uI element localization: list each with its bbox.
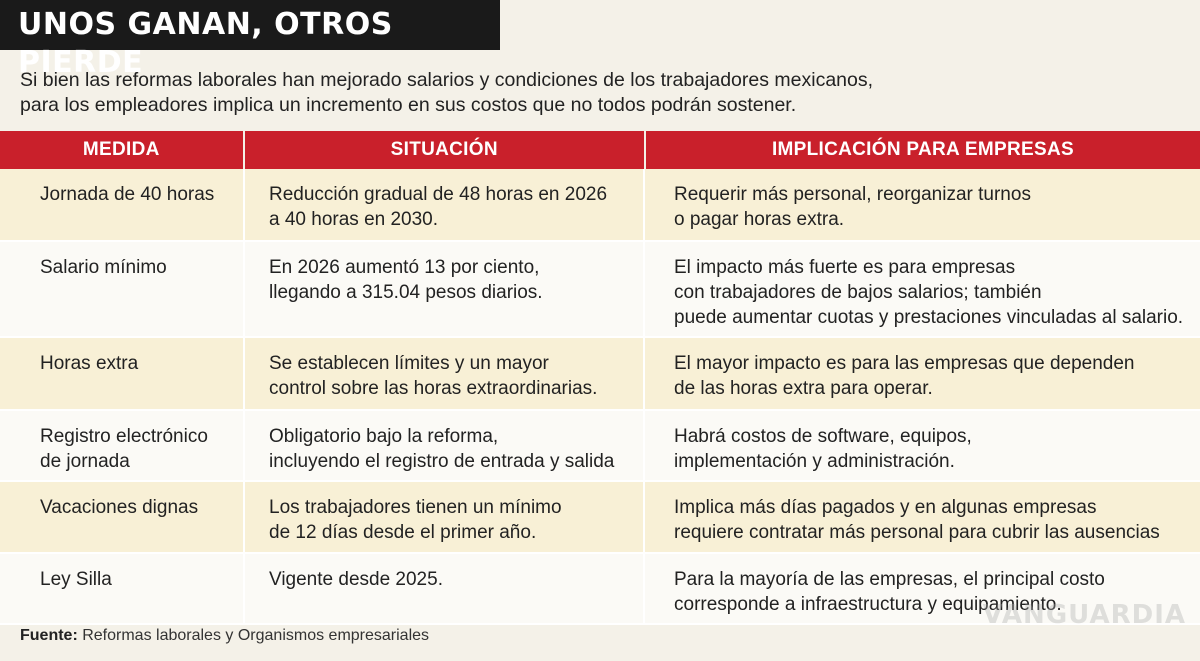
source-text: Reformas laborales y Organismos empresar… xyxy=(77,627,430,644)
cell-line: Se establecen límites y un mayor xyxy=(269,353,549,374)
cell-line: En 2026 aumentó 13 por ciento, xyxy=(269,257,540,278)
cell-line: de jornada xyxy=(40,451,130,472)
title-bar: UNOS GANAN, OTROS PIERDE xyxy=(0,0,500,80)
cell-line: Registro electrónico xyxy=(40,426,208,447)
cell-line: Los trabajadores tienen un mínimo xyxy=(269,497,562,518)
watermark-logo: VANGUARDIA xyxy=(982,600,1186,630)
cell-line: de las horas extra para operar. xyxy=(674,378,933,399)
page-title: UNOS GANAN, OTROS PIERDE xyxy=(18,7,393,80)
cell-line: El mayor impacto es para las empresas qu… xyxy=(674,353,1135,374)
table-row: Horas extra Se establecen límites y un ma… xyxy=(0,338,1200,411)
intro-line: Si bien las reformas laborales han mejor… xyxy=(20,69,874,91)
cell-line: con trabajadores de bajos salarios; tamb… xyxy=(674,282,1042,303)
cell-situacion: Se establecen límites y un mayor control … xyxy=(243,338,643,409)
cell-line: a 40 horas en 2030. xyxy=(269,209,439,230)
cell-line: llegando a 315.04 pesos diarios. xyxy=(269,282,543,303)
table-row: Registro electrónico de jornada Obligatori… xyxy=(0,411,1200,482)
cell-line: Obligatorio bajo la reforma, xyxy=(269,426,499,447)
cell-implicacion: El mayor impacto es para las empresas qu… xyxy=(643,338,1200,409)
header-medida: MEDIDA xyxy=(82,139,160,160)
cell-line: Implica más días pagados y en algunas em… xyxy=(674,497,1097,518)
cell-line: Horas extra xyxy=(40,353,139,374)
cell-situacion: Los trabajadores tienen un mínimo de 12 d… xyxy=(243,482,643,552)
cell-line: control sobre las horas extraordinarias. xyxy=(269,378,598,399)
cell-situacion: Obligatorio bajo la reforma, incluyendo e… xyxy=(243,411,643,480)
source-label: Fuente: xyxy=(20,627,78,644)
cell-line: puede aumentar cuotas y prestaciones vin… xyxy=(674,307,1184,328)
cell-line: Para la mayoría de las empresas, el prin… xyxy=(674,569,1105,590)
intro-line: para los empleadores implica un incremen… xyxy=(20,94,797,116)
cell-medida: Vacaciones dignas xyxy=(0,482,243,552)
cell-implicacion: Implica más días pagados y en algunas em… xyxy=(643,482,1200,552)
cell-line: Habrá costos de software, equipos, xyxy=(674,426,972,447)
cell-line: Jornada de 40 horas xyxy=(40,184,215,205)
cell-line: implementación y administración. xyxy=(674,451,955,472)
cell-line: de 12 días desde el primer año. xyxy=(269,522,537,543)
cell-line: incluyendo el registro de entrada y sali… xyxy=(269,451,615,472)
intro-paragraph: Si bien las reformas laborales han mejor… xyxy=(20,68,1180,118)
table-row: Salario mínimo En 2026 aumentó 13 por cie… xyxy=(0,242,1200,338)
cell-implicacion: El impacto más fuerte es para empresas co… xyxy=(643,242,1200,336)
cell-medida: Jornada de 40 horas xyxy=(0,169,243,240)
header-implicacion: IMPLICACIÓN PARA EMPRESAS xyxy=(643,131,1200,169)
cell-implicacion: Para la mayoría de las empresas, el prin… xyxy=(643,554,1200,623)
cell-implicacion: Requerir más personal, reorganizar turno… xyxy=(643,169,1200,240)
cell-situacion: Reducción gradual de 48 horas en 2026 a 4… xyxy=(243,169,643,240)
source-note: Fuente: Reformas laborales y Organismos … xyxy=(20,627,429,645)
header-situacion: SITUACIÓN xyxy=(242,131,644,169)
cell-medida: Salario mínimo xyxy=(0,242,243,336)
table-body: Jornada de 40 horas Reducción gradual de … xyxy=(0,169,1200,625)
cell-line: Salario mínimo xyxy=(40,257,167,278)
cell-medida: Registro electrónico de jornada xyxy=(0,411,243,480)
table-row: Jornada de 40 horas Reducción gradual de … xyxy=(0,169,1200,242)
measures-table: MEDIDA SITUACIÓN IMPLICACIÓN PARA EMPRES… xyxy=(0,131,1200,625)
cell-line: Reducción gradual de 48 horas en 2026 xyxy=(269,184,608,205)
cell-situacion: En 2026 aumentó 13 por ciento, llegando a… xyxy=(243,242,643,336)
table-header: MEDIDA SITUACIÓN IMPLICACIÓN PARA EMPRES… xyxy=(0,131,1200,169)
cell-situacion: Vigente desde 2025. xyxy=(243,554,643,623)
cell-line: o pagar horas extra. xyxy=(674,209,845,230)
cell-medida: Ley Silla xyxy=(0,554,243,623)
cell-line: Ley Silla xyxy=(40,569,112,590)
cell-line: Vacaciones dignas xyxy=(40,497,199,518)
cell-line: requiere contratar más personal para cub… xyxy=(674,522,1160,543)
cell-medida: Horas extra xyxy=(0,338,243,409)
cell-line: Vigente desde 2025. xyxy=(269,569,443,590)
table-row: Vacaciones dignas Los trabajadores tienen… xyxy=(0,482,1200,554)
cell-implicacion: Habrá costos de software, equipos, implem… xyxy=(643,411,1200,480)
cell-line: El impacto más fuerte es para empresas xyxy=(674,257,1016,278)
cell-line: Requerir más personal, reorganizar turno… xyxy=(674,184,1031,205)
table-row: Ley Silla Vigente desde 2025. Para la mayo… xyxy=(0,554,1200,625)
cell-line: corresponde a infraestructura y equipami… xyxy=(674,594,1062,615)
